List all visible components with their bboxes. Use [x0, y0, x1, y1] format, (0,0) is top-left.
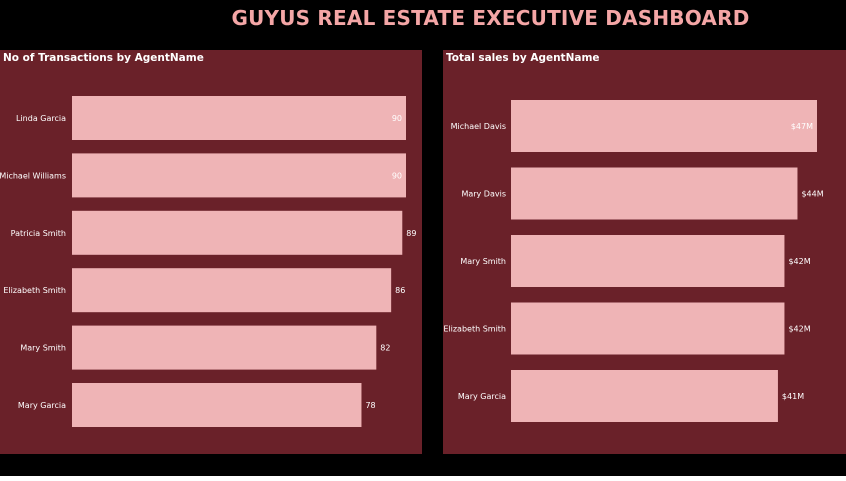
sales-bar[interactable] — [511, 235, 785, 287]
sales-value-label: $47M — [791, 122, 813, 131]
sales-value-label: $41M — [782, 392, 804, 401]
bottom-strip — [0, 476, 846, 481]
transactions-bar[interactable] — [72, 325, 377, 370]
sales-chart-title: Total sales by AgentName — [446, 52, 600, 64]
sales-chart: Michael Davis $47M Mary Davis $44M Mary Smit… — [443, 100, 824, 422]
transactions-chart-panel[interactable]: No of Transactions by AgentName Linda Ga… — [0, 50, 422, 454]
sales-value-label: $44M — [801, 190, 823, 199]
transactions-chart: Linda Garcia 90 Michael Williams 90 Patricia… — [0, 96, 416, 427]
sales-bar[interactable] — [511, 100, 817, 152]
sales-category-label: Michael Davis — [451, 122, 506, 131]
transactions-bar[interactable] — [72, 210, 403, 255]
sales-category-label: Elizabeth Smith — [443, 325, 506, 334]
dashboard-title: GUYUS REAL ESTATE EXECUTIVE DASHBOARD — [231, 6, 750, 30]
sales-bar[interactable] — [511, 370, 778, 422]
transactions-value-label: 78 — [365, 401, 375, 410]
sales-bar[interactable] — [511, 302, 785, 355]
transactions-chart-title: No of Transactions by AgentName — [3, 52, 204, 64]
transactions-value-label: 89 — [406, 229, 416, 238]
transactions-category-label: Patricia Smith — [11, 229, 66, 238]
sales-category-label: Mary Garcia — [458, 392, 506, 401]
transactions-category-label: Elizabeth Smith — [3, 286, 66, 295]
transactions-category-label: Linda Garcia — [16, 114, 66, 123]
transactions-bar[interactable] — [72, 383, 362, 427]
transactions-value-label: 90 — [392, 114, 402, 123]
sales-bar[interactable] — [511, 167, 798, 220]
transactions-category-label: Mary Smith — [20, 344, 66, 353]
transactions-value-label: 90 — [392, 171, 402, 180]
sales-chart-panel[interactable]: Total sales by AgentName Michael Davis $4… — [443, 50, 846, 454]
transactions-bar[interactable] — [72, 153, 406, 198]
transactions-category-label: Mary Garcia — [18, 401, 66, 410]
sales-value-label: $42M — [788, 257, 810, 266]
sales-category-label: Mary Davis — [461, 190, 506, 199]
sales-value-label: $42M — [788, 325, 810, 334]
transactions-value-label: 86 — [395, 286, 405, 295]
transactions-category-label: Michael Williams — [0, 171, 66, 180]
transactions-bar[interactable] — [72, 96, 406, 140]
transactions-value-label: 82 — [380, 344, 390, 353]
sales-category-label: Mary Smith — [460, 257, 506, 266]
transactions-bar[interactable] — [72, 268, 392, 313]
